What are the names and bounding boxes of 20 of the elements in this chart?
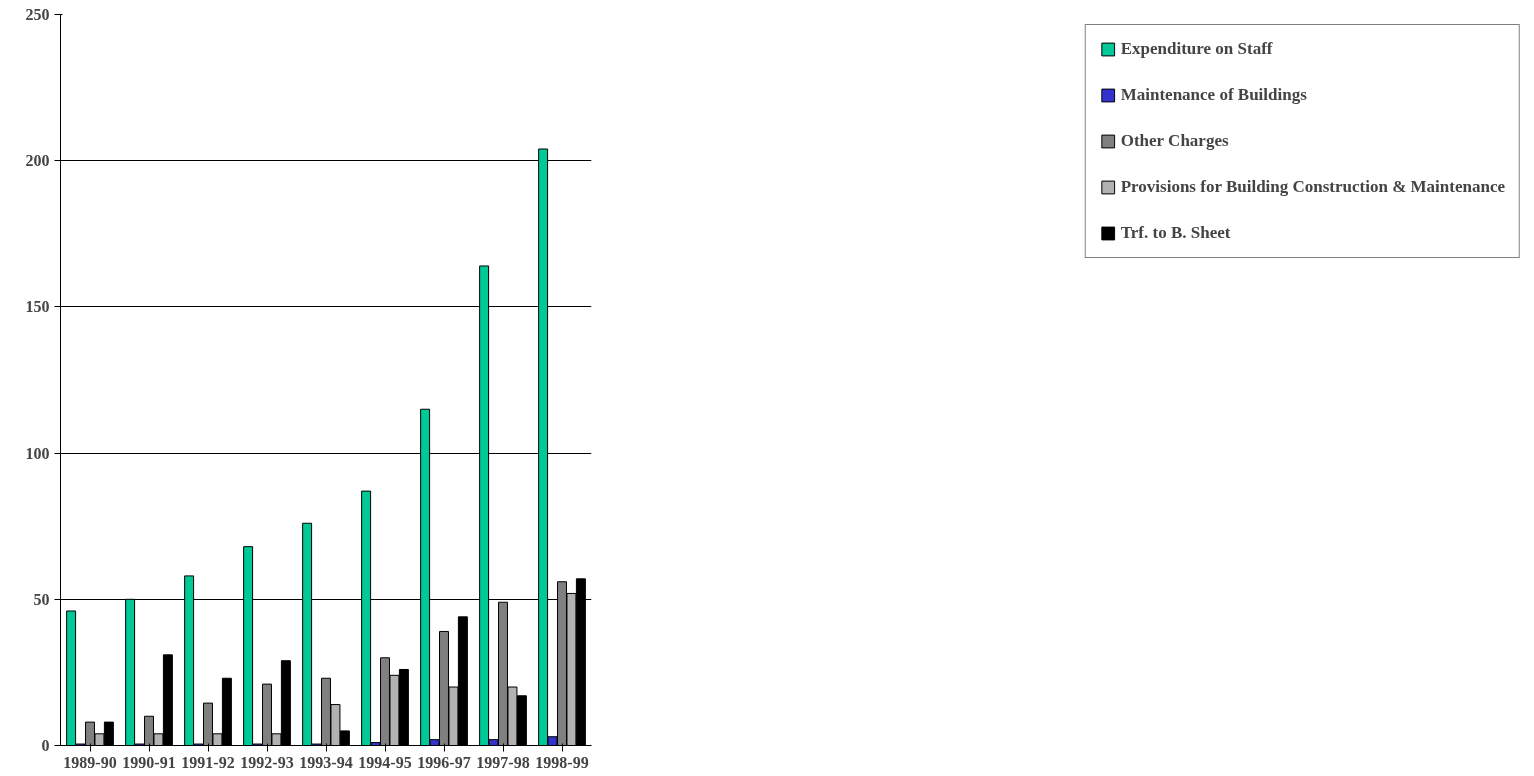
legend-label: Trf. to B. Sheet	[1120, 223, 1231, 243]
y-tick-label: 100	[25, 444, 50, 462]
legend-label: Other Charges	[1120, 131, 1229, 151]
x-tick-label: 1996-97	[417, 753, 471, 771]
y-tick-label: 150	[25, 298, 50, 316]
x-tick-label: 1989-90	[63, 753, 117, 771]
x-tick-label: 1993-94	[299, 753, 353, 771]
x-tick-label: 1990-91	[122, 753, 176, 771]
x-tick-label: 1992-93	[240, 753, 294, 771]
x-tick-label: 1997-98	[476, 753, 530, 771]
legend-label: Expenditure on Staff	[1120, 39, 1273, 59]
y-tick-label: 50	[33, 590, 50, 608]
y-tick-label: 250	[25, 6, 50, 23]
x-tick-label: 1998-99	[535, 753, 589, 771]
legend-label: Maintenance of Buildings	[1120, 85, 1307, 105]
y-tick-label: 0	[41, 737, 50, 754]
x-tick-label: 1994-95	[358, 753, 412, 771]
legend-label: Provisions for Building Construction & Maintenance	[1120, 177, 1505, 197]
x-tick-label: 1991-92	[181, 753, 235, 771]
y-tick-label: 200	[25, 152, 50, 170]
